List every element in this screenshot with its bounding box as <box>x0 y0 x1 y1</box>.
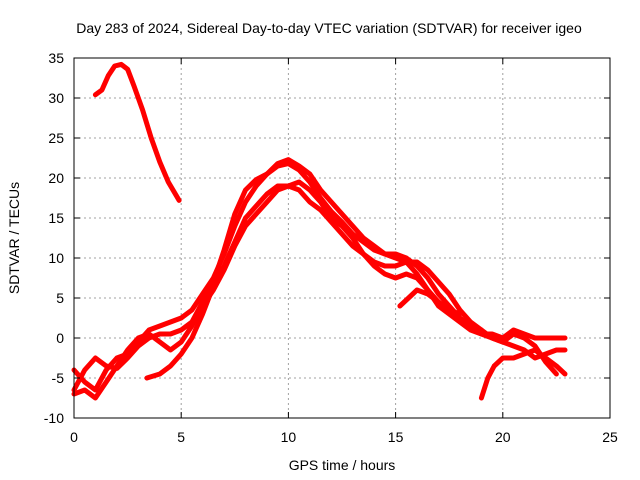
x-tick-label: 15 <box>388 429 404 445</box>
data-series <box>71 61 568 401</box>
y-tick-label: 10 <box>48 250 64 266</box>
y-tick-label: -5 <box>52 370 65 386</box>
chart-title: Day 283 of 2024, Sidereal Day-to-day VTE… <box>76 20 582 36</box>
series-track-early-peak <box>92 61 182 203</box>
y-tick-label: 30 <box>48 90 64 106</box>
y-tick-label: 5 <box>56 290 64 306</box>
x-tick-label: 25 <box>602 429 618 445</box>
series-track-late-d <box>144 183 484 381</box>
x-tick-label: 0 <box>70 429 78 445</box>
y-tick-label: -10 <box>44 410 64 426</box>
grid-lines <box>74 58 610 418</box>
y-axis-label: SDTVAR / TECUs <box>6 182 22 294</box>
x-axis-label: GPS time / hours <box>289 457 396 473</box>
x-tick-label: 5 <box>177 429 185 445</box>
plot-frame <box>73 57 611 419</box>
y-tick-label: 20 <box>48 170 64 186</box>
y-tick-label: 15 <box>48 210 64 226</box>
y-tick-label: 35 <box>48 50 64 66</box>
y-tick-label: 0 <box>56 330 64 346</box>
x-tick-label: 10 <box>281 429 297 445</box>
series-track-short-e <box>397 287 463 317</box>
series-track-main-c <box>71 179 568 401</box>
axis-ticks: 0 5 10 15 20 25 -10 -5 0 5 10 15 20 25 30 35 <box>44 50 618 445</box>
series-track-tail-f <box>478 347 568 401</box>
y-tick-label: 25 <box>48 130 64 146</box>
x-tick-label: 20 <box>495 429 511 445</box>
